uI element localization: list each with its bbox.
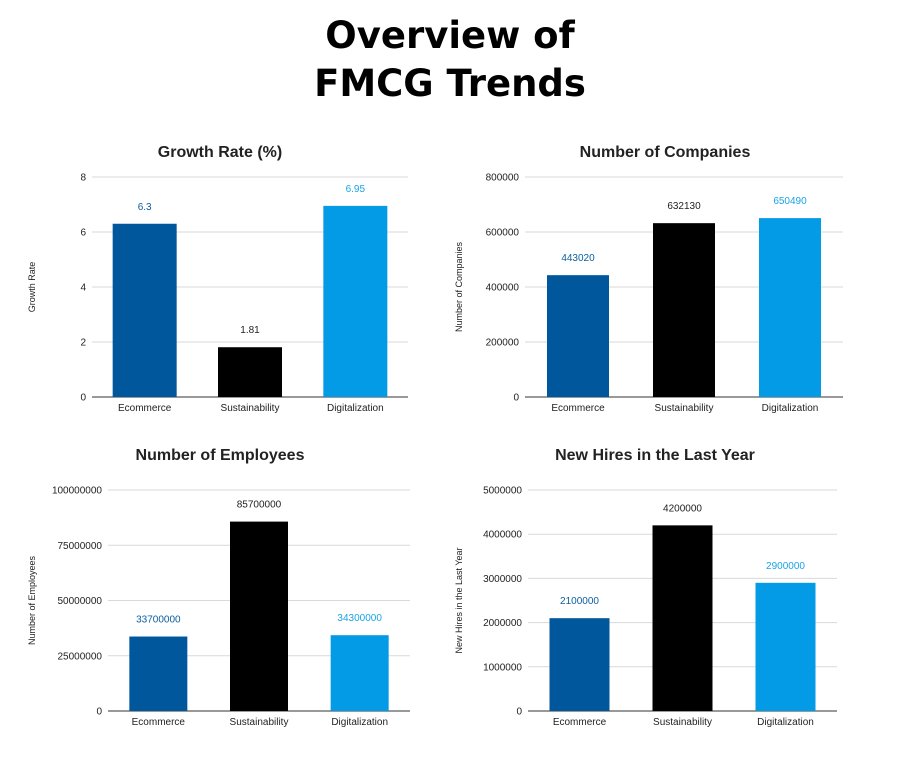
new-hires-chart: New Hires in the Last Year 0 1000000 200000… xyxy=(454,447,837,728)
x-tick-label: Ecommerce xyxy=(132,717,186,728)
page-title-line-1: Overview of xyxy=(325,14,575,57)
bar-ecommerce xyxy=(112,223,177,397)
y-tick-label: 2 xyxy=(80,338,86,349)
y-tick-label: 100000000 xyxy=(52,486,102,497)
chart-title: New Hires in the Last Year xyxy=(555,447,755,464)
bar-sustainability xyxy=(230,521,288,711)
x-tick-label: Digitalization xyxy=(762,403,819,414)
x-tick-label: Ecommerce xyxy=(118,403,172,414)
y-tick-label: 5000000 xyxy=(483,486,522,497)
y-tick-label: 3000000 xyxy=(483,574,522,585)
data-label: 6.3 xyxy=(138,202,152,213)
y-tick-label: 75000000 xyxy=(58,541,103,552)
data-label: 1.81 xyxy=(240,325,260,336)
x-tick-label: Digitalization xyxy=(327,403,384,414)
data-label: 85700000 xyxy=(237,500,282,511)
data-label: 650490 xyxy=(773,196,807,207)
chart-title: Number of Employees xyxy=(136,447,305,464)
y-axis-label: Number of Employees xyxy=(27,555,37,645)
data-label: 2100000 xyxy=(560,596,599,607)
data-label: 6.95 xyxy=(346,184,366,195)
y-tick-label: 4 xyxy=(80,283,86,294)
y-tick-label: 600000 xyxy=(486,228,520,239)
y-tick-label: 0 xyxy=(516,707,522,718)
y-tick-label: 0 xyxy=(96,707,102,718)
x-tick-label: Digitalization xyxy=(757,717,814,728)
bar-digitalization xyxy=(323,205,388,397)
data-label: 34300000 xyxy=(337,613,382,624)
chart-title: Growth Rate (%) xyxy=(158,144,282,161)
y-tick-label: 25000000 xyxy=(58,651,103,662)
x-tick-label: Sustainability xyxy=(653,717,712,728)
bar-ecommerce xyxy=(547,275,609,397)
bar-digitalization xyxy=(759,218,821,397)
bar-digitalization xyxy=(755,582,816,711)
y-tick-label: 8 xyxy=(80,173,86,184)
x-tick-label: Ecommerce xyxy=(551,403,605,414)
y-axis-label: New Hires in the Last Year xyxy=(454,547,464,653)
data-label: 4200000 xyxy=(663,503,702,514)
y-tick-label: 0 xyxy=(80,393,86,404)
x-tick-label: Sustainability xyxy=(221,403,280,414)
bar-ecommerce xyxy=(549,618,610,711)
y-axis-label: Number of Companies xyxy=(454,241,464,332)
bar-sustainability xyxy=(218,347,282,397)
y-tick-label: 1000000 xyxy=(483,662,522,673)
bar-sustainability xyxy=(652,525,713,711)
x-tick-label: Ecommerce xyxy=(553,717,607,728)
y-tick-label: 0 xyxy=(513,393,519,404)
page-title: Overview of FMCG Trends xyxy=(0,12,900,108)
data-label: 2900000 xyxy=(766,561,805,572)
data-label: 443020 xyxy=(561,253,595,264)
x-tick-label: Digitalization xyxy=(331,717,388,728)
data-label: 632130 xyxy=(667,201,701,212)
bar-digitalization xyxy=(330,635,389,711)
y-tick-label: 200000 xyxy=(486,338,520,349)
chart-title: Number of Companies xyxy=(580,144,751,161)
x-tick-label: Sustainability xyxy=(230,717,289,728)
number-of-employees-chart: Number of Employees 0 25000000 50000000 7500… xyxy=(27,447,410,728)
y-tick-label: 2000000 xyxy=(483,618,522,629)
y-tick-label: 800000 xyxy=(486,173,520,184)
y-tick-label: 400000 xyxy=(486,283,520,294)
x-tick-label: Sustainability xyxy=(655,403,714,414)
bar-sustainability xyxy=(653,223,715,397)
page-title-line-2: FMCG Trends xyxy=(314,62,586,105)
y-tick-label: 6 xyxy=(80,228,86,239)
y-axis-label: Growth Rate xyxy=(27,262,37,313)
number-of-companies-chart: Number of Companies 0 200000 400000 600000 80… xyxy=(454,144,843,414)
y-tick-label: 50000000 xyxy=(58,596,103,607)
data-label: 33700000 xyxy=(136,615,181,626)
bar-ecommerce xyxy=(129,636,188,711)
growth-rate-chart: Growth Rate (%) 0 2 4 6 8 Growth Rate 6.3 Ecomme… xyxy=(27,144,408,414)
y-tick-label: 4000000 xyxy=(483,530,522,541)
